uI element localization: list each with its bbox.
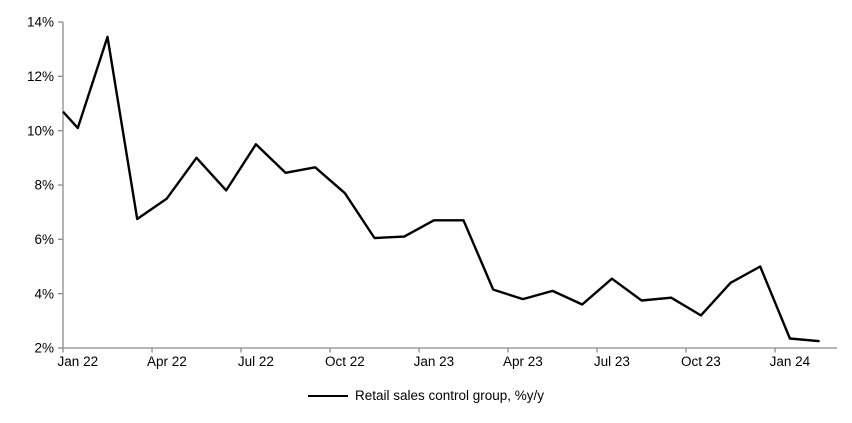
x-tick-label: Jan 24 bbox=[770, 354, 811, 369]
y-tick-label: 12% bbox=[27, 69, 54, 84]
x-tick-label: Oct 23 bbox=[681, 354, 721, 369]
x-tick-label: Jul 23 bbox=[594, 354, 630, 369]
legend-label: Retail sales control group, %y/y bbox=[354, 388, 545, 403]
legend-line-swatch-icon bbox=[307, 394, 348, 397]
x-tick-label: Apr 23 bbox=[503, 354, 543, 369]
y-tick-label: 4% bbox=[34, 286, 54, 301]
legend: Retail sales control group, %y/y bbox=[0, 388, 852, 403]
y-tick-label: 14% bbox=[27, 15, 54, 30]
x-tick-label: Apr 22 bbox=[147, 354, 187, 369]
y-tick-label: 10% bbox=[27, 123, 54, 138]
x-tick-label: Jul 22 bbox=[238, 354, 274, 369]
series-line-retail-sales bbox=[62, 35, 820, 343]
x-tick-label: Oct 22 bbox=[325, 354, 365, 369]
y-tick-label: 6% bbox=[34, 232, 54, 247]
y-tick-label: 8% bbox=[34, 178, 54, 193]
x-tick-label: Jan 23 bbox=[414, 354, 455, 369]
y-tick-label: 2% bbox=[34, 341, 54, 356]
x-tick-label: Jan 22 bbox=[58, 354, 99, 369]
